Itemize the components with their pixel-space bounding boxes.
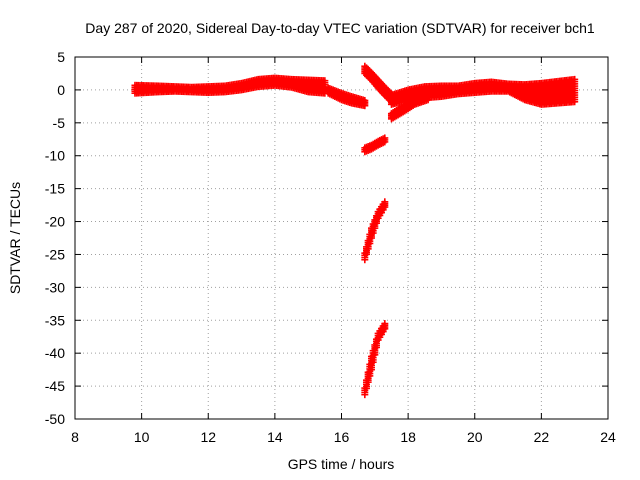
- chart-title: Day 287 of 2020, Sidereal Day-to-day VTE…: [85, 20, 595, 36]
- data-point: [361, 96, 369, 104]
- data-points: [131, 62, 579, 399]
- data-point: [381, 134, 389, 142]
- x-axis-label: GPS time / hours: [288, 456, 395, 472]
- data-point: [321, 77, 329, 85]
- y-axis-label: SDTVAR / TECUs: [7, 182, 23, 294]
- grid-lines: [75, 57, 608, 419]
- data-point: [571, 75, 579, 83]
